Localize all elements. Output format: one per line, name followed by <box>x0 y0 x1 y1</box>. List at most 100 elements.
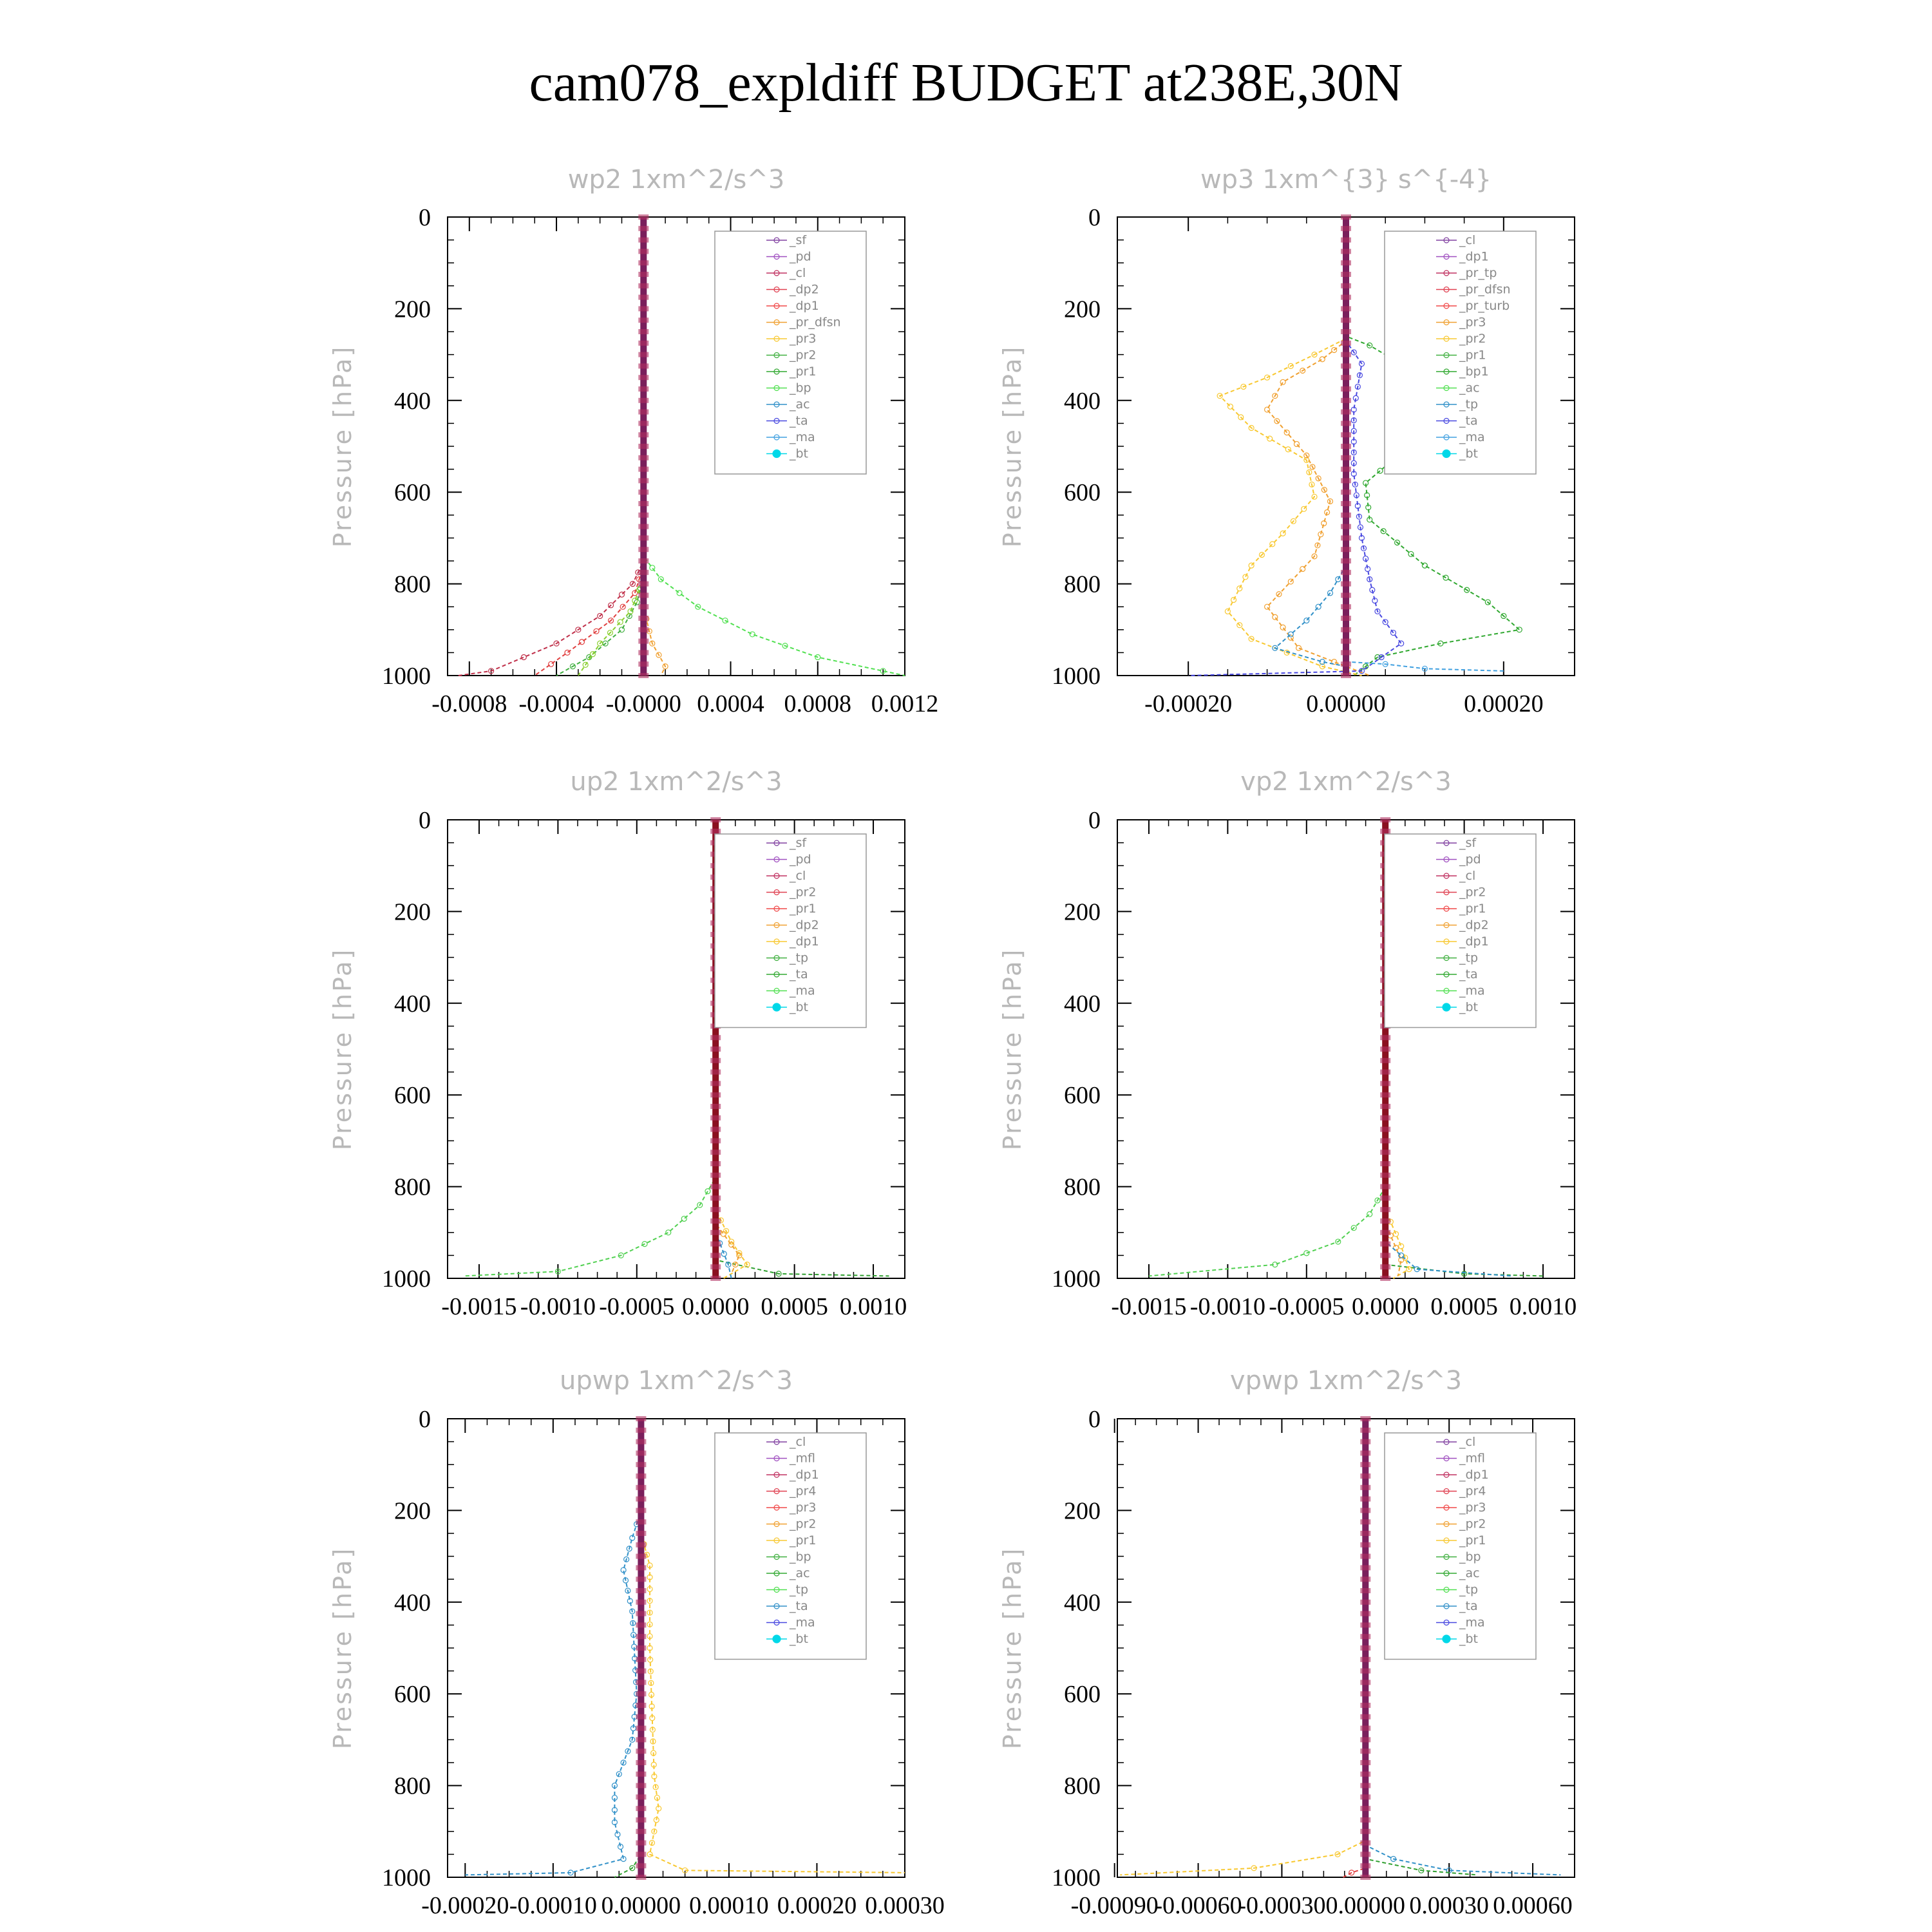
series-marker-bt <box>1360 1473 1371 1479</box>
legend-marker <box>1443 1537 1450 1544</box>
series-marker-bt <box>1380 1150 1391 1155</box>
series-marker-bt <box>636 1439 647 1444</box>
series-marker-bt <box>636 1680 647 1685</box>
y-tick-label: 200 <box>394 1497 431 1524</box>
series-marker-pr2 <box>736 1252 743 1259</box>
series-marker-tp <box>721 1251 727 1257</box>
legend-entry: _pr_dfsn <box>1459 283 1511 297</box>
y-tick-label: 800 <box>394 571 431 598</box>
series-marker-bt <box>636 1611 647 1616</box>
series-marker-bt <box>638 524 649 529</box>
series-marker-ta <box>1372 598 1378 604</box>
series-marker-pr2 <box>1327 498 1334 505</box>
x-tick-label: 0.0008 <box>784 690 852 717</box>
x-tick-label: 0.0000 <box>682 1293 750 1320</box>
series-marker-bt <box>1341 283 1351 289</box>
series-marker-bt <box>636 1622 647 1628</box>
series-marker-pr1 <box>1280 530 1286 536</box>
series-marker-bt <box>1341 512 1351 518</box>
legend-marker <box>773 1488 780 1495</box>
series-marker-pr1 <box>744 1262 750 1268</box>
legend-entry: _dp1 <box>1459 250 1489 264</box>
wp2-panel: wp2 1xm^2/s^3 Pressure [hPa] 0 200 400 600 800… <box>328 165 939 717</box>
series-marker-pr1 <box>1290 518 1296 524</box>
legend-marker <box>773 1553 780 1560</box>
legend-entry: _pr3 <box>1459 316 1486 330</box>
series-marker-bt <box>1341 260 1351 266</box>
series-marker-bt <box>1341 329 1351 334</box>
legend-entry: _pr2 <box>1459 886 1486 900</box>
x-tick-label: -0.00010 <box>509 1892 597 1919</box>
x-tick-label: -0.0010 <box>520 1293 596 1320</box>
legend-entry: _tp <box>1459 1583 1478 1597</box>
legend-entry: _cl <box>789 1435 806 1449</box>
series-marker-pr2 <box>1293 440 1300 448</box>
series-marker-pr1 <box>1285 446 1291 453</box>
series-marker-pr1 <box>1301 506 1307 512</box>
series-marker-dp1 <box>1374 1197 1381 1204</box>
series-marker-bp1 <box>1367 516 1373 523</box>
series-marker-pr1 <box>649 1727 656 1733</box>
y-tick-label: 1000 <box>382 1265 431 1293</box>
series-marker-bt <box>1341 627 1351 632</box>
series-marker-bt <box>1360 1725 1371 1731</box>
series-marker-dp1 <box>665 1229 672 1236</box>
y-tick-label: 600 <box>394 479 431 506</box>
series-marker-bt <box>1380 828 1391 834</box>
legend-entry: _ac <box>1459 381 1480 395</box>
legend-marker <box>1443 1520 1450 1528</box>
series-marker-bt <box>638 214 649 220</box>
y-tick-label: 1000 <box>1052 1265 1101 1293</box>
series-marker-bt <box>710 1115 721 1121</box>
series-marker-bt <box>1341 535 1351 541</box>
series-line-bp <box>578 217 645 676</box>
y-tick-label: 800 <box>1064 571 1101 598</box>
legend-entry: _tp <box>789 1583 808 1597</box>
series-marker-bt <box>638 225 649 231</box>
series-marker-pr2 <box>1264 406 1271 413</box>
series-marker-bt <box>636 1703 647 1708</box>
series-marker-ta <box>1350 449 1357 456</box>
series-marker-bt <box>638 386 649 392</box>
y-tick-label: 0 <box>1088 204 1101 231</box>
series-marker-bt <box>1360 1691 1371 1697</box>
legend-entry: _pr1 <box>789 1533 816 1548</box>
x-tick-label: 0.0012 <box>871 690 939 717</box>
legend-marker <box>773 286 780 293</box>
series-marker-dp2 <box>1461 1271 1468 1277</box>
legend-entry: _bt <box>789 1632 808 1646</box>
series-marker-pr2 <box>1324 509 1331 516</box>
series-marker-ta <box>1363 555 1369 562</box>
series-line-dp1 <box>463 820 717 1277</box>
series-marker-bt <box>636 1863 647 1869</box>
series-marker-ta <box>1367 576 1373 583</box>
y-tick-label: 200 <box>394 296 431 323</box>
panel-title: vp2 1xm^2/s^3 <box>1240 767 1452 797</box>
series-marker-bt <box>636 1668 647 1674</box>
series-marker-bt <box>1341 616 1351 621</box>
series-marker-bt <box>1360 1783 1371 1788</box>
series-marker-bt <box>638 272 649 277</box>
y-tick-label: 1000 <box>1052 1864 1101 1891</box>
series-marker-bt <box>1341 581 1351 587</box>
series-marker-bt <box>1360 1714 1371 1719</box>
series-marker-dp1 <box>618 1252 624 1259</box>
series-marker-bt <box>636 1783 647 1788</box>
y-tick-label: 400 <box>1064 1589 1101 1616</box>
x-tick-label: 0.0005 <box>1430 1293 1498 1320</box>
legend-marker <box>773 434 780 440</box>
x-tick-label: -0.0015 <box>1111 1293 1186 1320</box>
legend-entry: _bt <box>789 1000 808 1014</box>
series-marker-tp <box>1327 590 1334 596</box>
series-marker-tp <box>1390 1855 1397 1862</box>
panel-title: wp3 1xm^{3} s^{-4} <box>1200 165 1492 194</box>
series-marker-ac <box>649 565 656 571</box>
legend-marker <box>1443 1488 1450 1495</box>
series-marker-dp1 <box>554 1268 561 1274</box>
series-marker-bt <box>636 1427 647 1433</box>
legend-marker <box>1443 401 1450 408</box>
legend-marker <box>773 922 780 929</box>
legend-marker <box>773 352 780 359</box>
series-marker-bt <box>1380 1081 1391 1086</box>
series-marker-ta <box>1350 428 1357 434</box>
